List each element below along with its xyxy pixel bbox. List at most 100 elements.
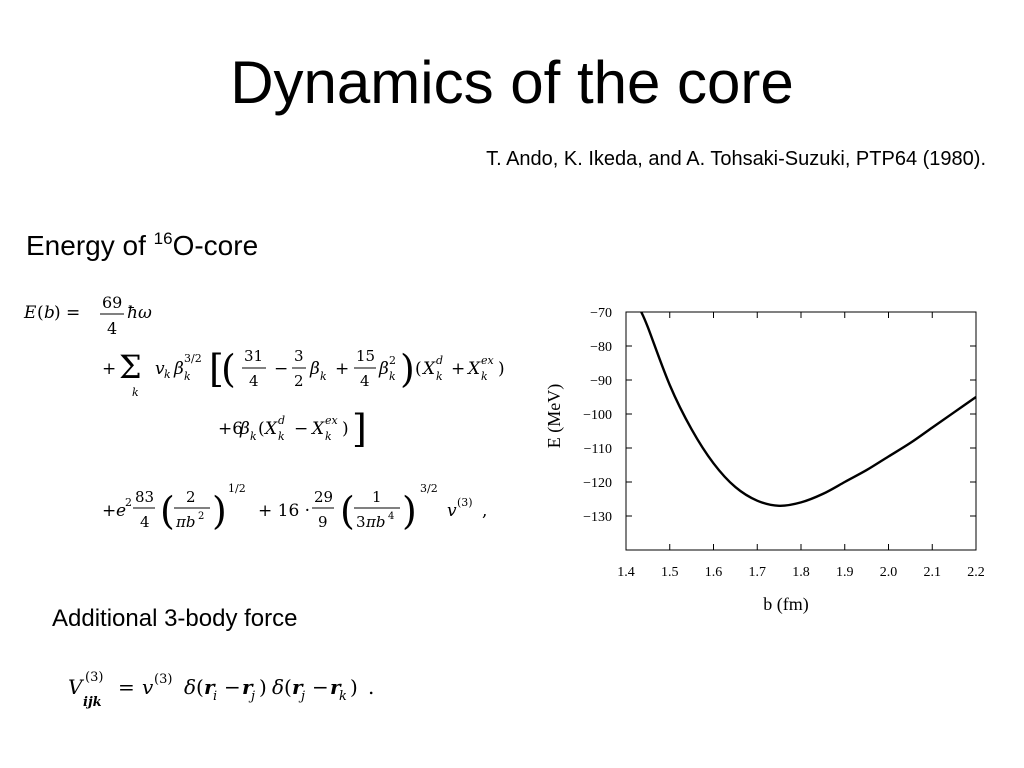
svg-text:r: r bbox=[204, 675, 216, 699]
subsection-heading: Additional 3-body force bbox=[52, 605, 298, 632]
svg-text:+: + bbox=[451, 359, 465, 379]
three-body-force-formula: V ijk (3) = v (3) δ ( r i − r j ) δ ( r … bbox=[68, 670, 374, 710]
svg-text:): ) bbox=[259, 675, 267, 699]
y-tick-label: −100 bbox=[583, 408, 612, 423]
energy-chart: −70−80−90−100−110−120−130 1.4 1.5 1.6 1.7 1.… bbox=[544, 306, 985, 615]
svg-text:v: v bbox=[142, 675, 154, 699]
svg-text:−: − bbox=[224, 675, 241, 699]
svg-text:) =: ) = bbox=[54, 303, 80, 323]
svg-text:1/2: 1/2 bbox=[228, 482, 246, 495]
svg-text:+6: +6 bbox=[218, 419, 243, 439]
x-tick-label: 2.0 bbox=[880, 565, 898, 580]
svg-text:(: ( bbox=[415, 359, 422, 379]
svg-text:k: k bbox=[325, 430, 332, 443]
x-tick-label: 1.9 bbox=[836, 565, 854, 580]
svg-text:e: e bbox=[116, 501, 126, 521]
svg-text:=: = bbox=[118, 675, 135, 699]
svg-text:3: 3 bbox=[294, 347, 304, 365]
x-tick-label: 2.2 bbox=[967, 565, 985, 580]
x-axis: 1.4 1.5 1.6 1.7 1.8 1.9 2.0 2.1 2.2 bbox=[617, 312, 985, 580]
svg-text:β: β bbox=[309, 359, 320, 379]
svg-text:V: V bbox=[68, 675, 85, 699]
svg-text:2: 2 bbox=[389, 354, 396, 367]
svg-text:): ) bbox=[342, 419, 349, 439]
svg-text:29: 29 bbox=[314, 488, 333, 506]
svg-text:+: + bbox=[335, 359, 349, 379]
svg-text:ex: ex bbox=[325, 414, 339, 427]
svg-text:.: . bbox=[368, 675, 374, 699]
y-axis: −70 −80 −90 −100 −110 −120 −130 bbox=[583, 306, 976, 525]
svg-text:δ: δ bbox=[184, 675, 196, 699]
svg-text:E: E bbox=[23, 303, 37, 323]
x-tick-label: 1.7 bbox=[749, 565, 767, 580]
svg-text:]: ] bbox=[352, 407, 367, 451]
y-tick-label: −80 bbox=[590, 340, 612, 355]
svg-text:k: k bbox=[250, 430, 257, 443]
svg-text:9: 9 bbox=[318, 513, 328, 531]
svg-text:d: d bbox=[278, 414, 285, 427]
svg-text:31: 31 bbox=[244, 347, 263, 365]
svg-text:83: 83 bbox=[135, 488, 154, 506]
y-axis-label: E (MeV) bbox=[544, 384, 565, 448]
svg-text:): ) bbox=[402, 489, 417, 533]
svg-text:−: − bbox=[274, 359, 288, 379]
section-heading: Energy of 16O-core bbox=[26, 222, 258, 263]
svg-text:3: 3 bbox=[356, 513, 366, 531]
svg-text:3/2: 3/2 bbox=[420, 482, 438, 495]
svg-text:k: k bbox=[278, 430, 285, 443]
svg-text:ijk: ijk bbox=[83, 695, 102, 710]
svg-text:+: + bbox=[102, 501, 116, 521]
svg-text:b: b bbox=[44, 303, 55, 323]
svg-text:X: X bbox=[421, 359, 436, 379]
y-tick-label: −90 bbox=[590, 374, 612, 389]
svg-text:−: − bbox=[312, 675, 329, 699]
svg-text:3/2: 3/2 bbox=[184, 352, 202, 365]
svg-text:2: 2 bbox=[186, 488, 196, 506]
svg-text:r: r bbox=[292, 675, 304, 699]
svg-text:Σ: Σ bbox=[119, 348, 142, 386]
svg-text:(: ( bbox=[284, 675, 292, 699]
svg-text:,: , bbox=[482, 501, 487, 521]
svg-text:k: k bbox=[481, 370, 488, 383]
svg-text:4: 4 bbox=[249, 372, 259, 390]
svg-text:4: 4 bbox=[107, 319, 117, 338]
svg-text:(3): (3) bbox=[457, 496, 473, 509]
svg-text:): ) bbox=[212, 489, 227, 533]
svg-text:X: X bbox=[466, 359, 481, 379]
y-tick-label: −70 bbox=[590, 306, 612, 321]
svg-text:i: i bbox=[213, 689, 217, 704]
reference-citation: T. Ando, K. Ikeda, and A. Tohsaki-Suzuki… bbox=[486, 148, 986, 170]
section-heading-prefix: Energy of bbox=[26, 230, 154, 261]
svg-text:4: 4 bbox=[140, 513, 150, 531]
svg-text:2: 2 bbox=[294, 372, 304, 390]
svg-text:ex: ex bbox=[481, 354, 495, 367]
x-axis-label: b (fm) bbox=[763, 594, 808, 615]
x-tick-label: 1.8 bbox=[792, 565, 810, 580]
svg-text:+: + bbox=[102, 359, 116, 379]
svg-text:1: 1 bbox=[372, 488, 382, 506]
svg-text:): ) bbox=[498, 359, 505, 379]
svg-text:4: 4 bbox=[360, 372, 370, 390]
svg-text:v: v bbox=[155, 359, 165, 379]
svg-text:j: j bbox=[298, 689, 305, 704]
svg-text:r: r bbox=[242, 675, 254, 699]
svg-text:X: X bbox=[263, 419, 278, 439]
x-tick-label: 2.1 bbox=[924, 565, 942, 580]
svg-text:[: [ bbox=[209, 347, 224, 391]
svg-text:(: ( bbox=[258, 419, 265, 439]
svg-text:15: 15 bbox=[356, 347, 375, 365]
svg-text:k: k bbox=[164, 368, 171, 381]
svg-text:δ: δ bbox=[272, 675, 284, 699]
plot-frame bbox=[625, 311, 977, 551]
svg-text:πb: πb bbox=[365, 513, 385, 531]
svg-text:(: ( bbox=[221, 347, 236, 391]
svg-text:(3): (3) bbox=[85, 670, 103, 685]
svg-text:k: k bbox=[320, 370, 327, 383]
svg-text:X: X bbox=[310, 419, 325, 439]
svg-text:ħω: ħω bbox=[127, 303, 152, 323]
energy-curve bbox=[640, 311, 977, 508]
svg-text:πb: πb bbox=[175, 513, 195, 531]
y-tick-label: −120 bbox=[583, 476, 612, 491]
svg-text:j: j bbox=[248, 689, 255, 704]
svg-text:v: v bbox=[447, 501, 457, 521]
